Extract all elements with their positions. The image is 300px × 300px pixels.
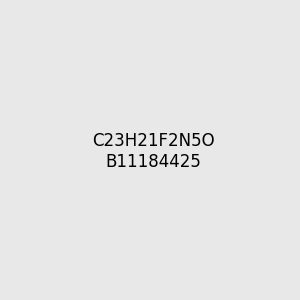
Text: C23H21F2N5O
B11184425: C23H21F2N5O B11184425	[92, 132, 215, 171]
